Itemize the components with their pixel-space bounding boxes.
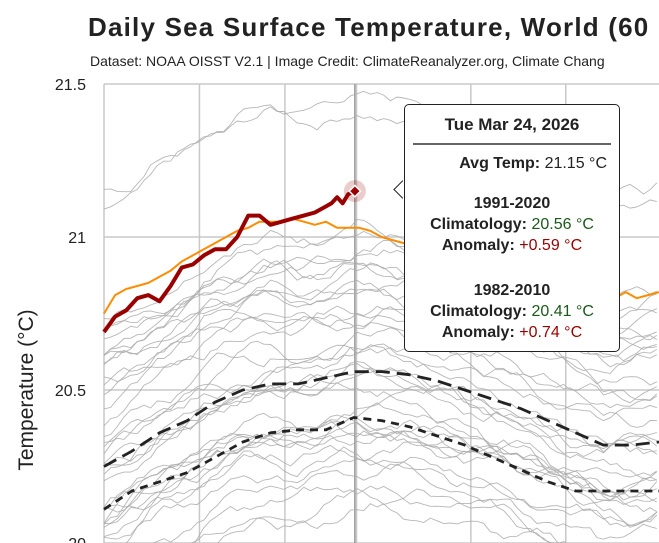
other-year-line: [217, 488, 564, 543]
other-year-line: [103, 363, 657, 466]
tooltip-date: Tue Mar 24, 2026: [413, 115, 611, 145]
other-year-line: [103, 340, 657, 443]
other-year-line: [103, 419, 657, 528]
hover-point-marker: [348, 184, 362, 198]
other-year-line: [193, 485, 568, 543]
other-year-line: [103, 305, 658, 386]
other-year-line: [103, 395, 657, 525]
other-year-line: [103, 417, 658, 525]
period-label: 1982-2010: [473, 282, 551, 299]
y-tick-label: 20: [68, 536, 86, 543]
other-year-line: [103, 367, 658, 464]
y-tick-label: 20.5: [55, 383, 86, 400]
series-line-2026: [102, 189, 356, 334]
avg-temp-value: 21.15 °C: [544, 155, 607, 172]
other-year-line: [103, 344, 657, 448]
other-year-line: [103, 361, 658, 467]
other-year-line: [152, 461, 657, 543]
y-axis-ticks: 21.5 21 20.5 20: [55, 77, 86, 543]
climatology-label: Climatology:: [430, 216, 527, 233]
period-label: 1991-2020: [473, 195, 551, 212]
y-tick-label: 21: [68, 230, 86, 247]
tooltip-group-1991-2020: 1991-2020 Climatology: 20.56 °C Anomaly:…: [405, 193, 619, 256]
anomaly-value: +0.74 °C: [519, 324, 583, 341]
climatology-label: Climatology:: [430, 303, 527, 320]
other-year-line: [103, 446, 658, 540]
other-year-line: [125, 458, 658, 543]
anomaly-value: +0.59 °C: [519, 237, 583, 254]
climatology-value: 20.56 °C: [531, 216, 594, 233]
tooltip-avg-temp: Avg Temp: 21.15 °C: [405, 153, 619, 174]
chart-subtitle: Dataset: NOAA OISST V2.1 | Image Credit:…: [90, 53, 605, 69]
other-year-line: [103, 382, 658, 482]
series-line-1982-2010-mean: [103, 416, 659, 511]
climatology-value: 20.41 °C: [531, 303, 594, 320]
other-year-line: [103, 412, 658, 513]
other-year-line: [189, 503, 560, 543]
chart-title: Daily Sea Surface Temperature, World (60: [88, 12, 650, 42]
other-year-line: [103, 430, 657, 524]
other-year-line: [103, 305, 658, 427]
avg-temp-label: Avg Temp:: [459, 155, 541, 172]
other-year-line: [103, 313, 657, 410]
y-axis-label: Temperature (°C): [15, 309, 38, 470]
anomaly-label: Anomaly:: [441, 324, 515, 341]
anomaly-label: Anomaly:: [441, 237, 515, 254]
other-year-line: [103, 420, 658, 512]
tooltip-group-1982-2010: 1982-2010 Climatology: 20.41 °C Anomaly:…: [405, 280, 619, 343]
y-tick-label: 21.5: [55, 77, 86, 94]
hover-tooltip: Tue Mar 24, 2026 Avg Temp: 21.15 °C 1991…: [404, 104, 620, 352]
other-year-line: [103, 327, 658, 438]
series-line-1991-2020-mean: [103, 370, 659, 468]
